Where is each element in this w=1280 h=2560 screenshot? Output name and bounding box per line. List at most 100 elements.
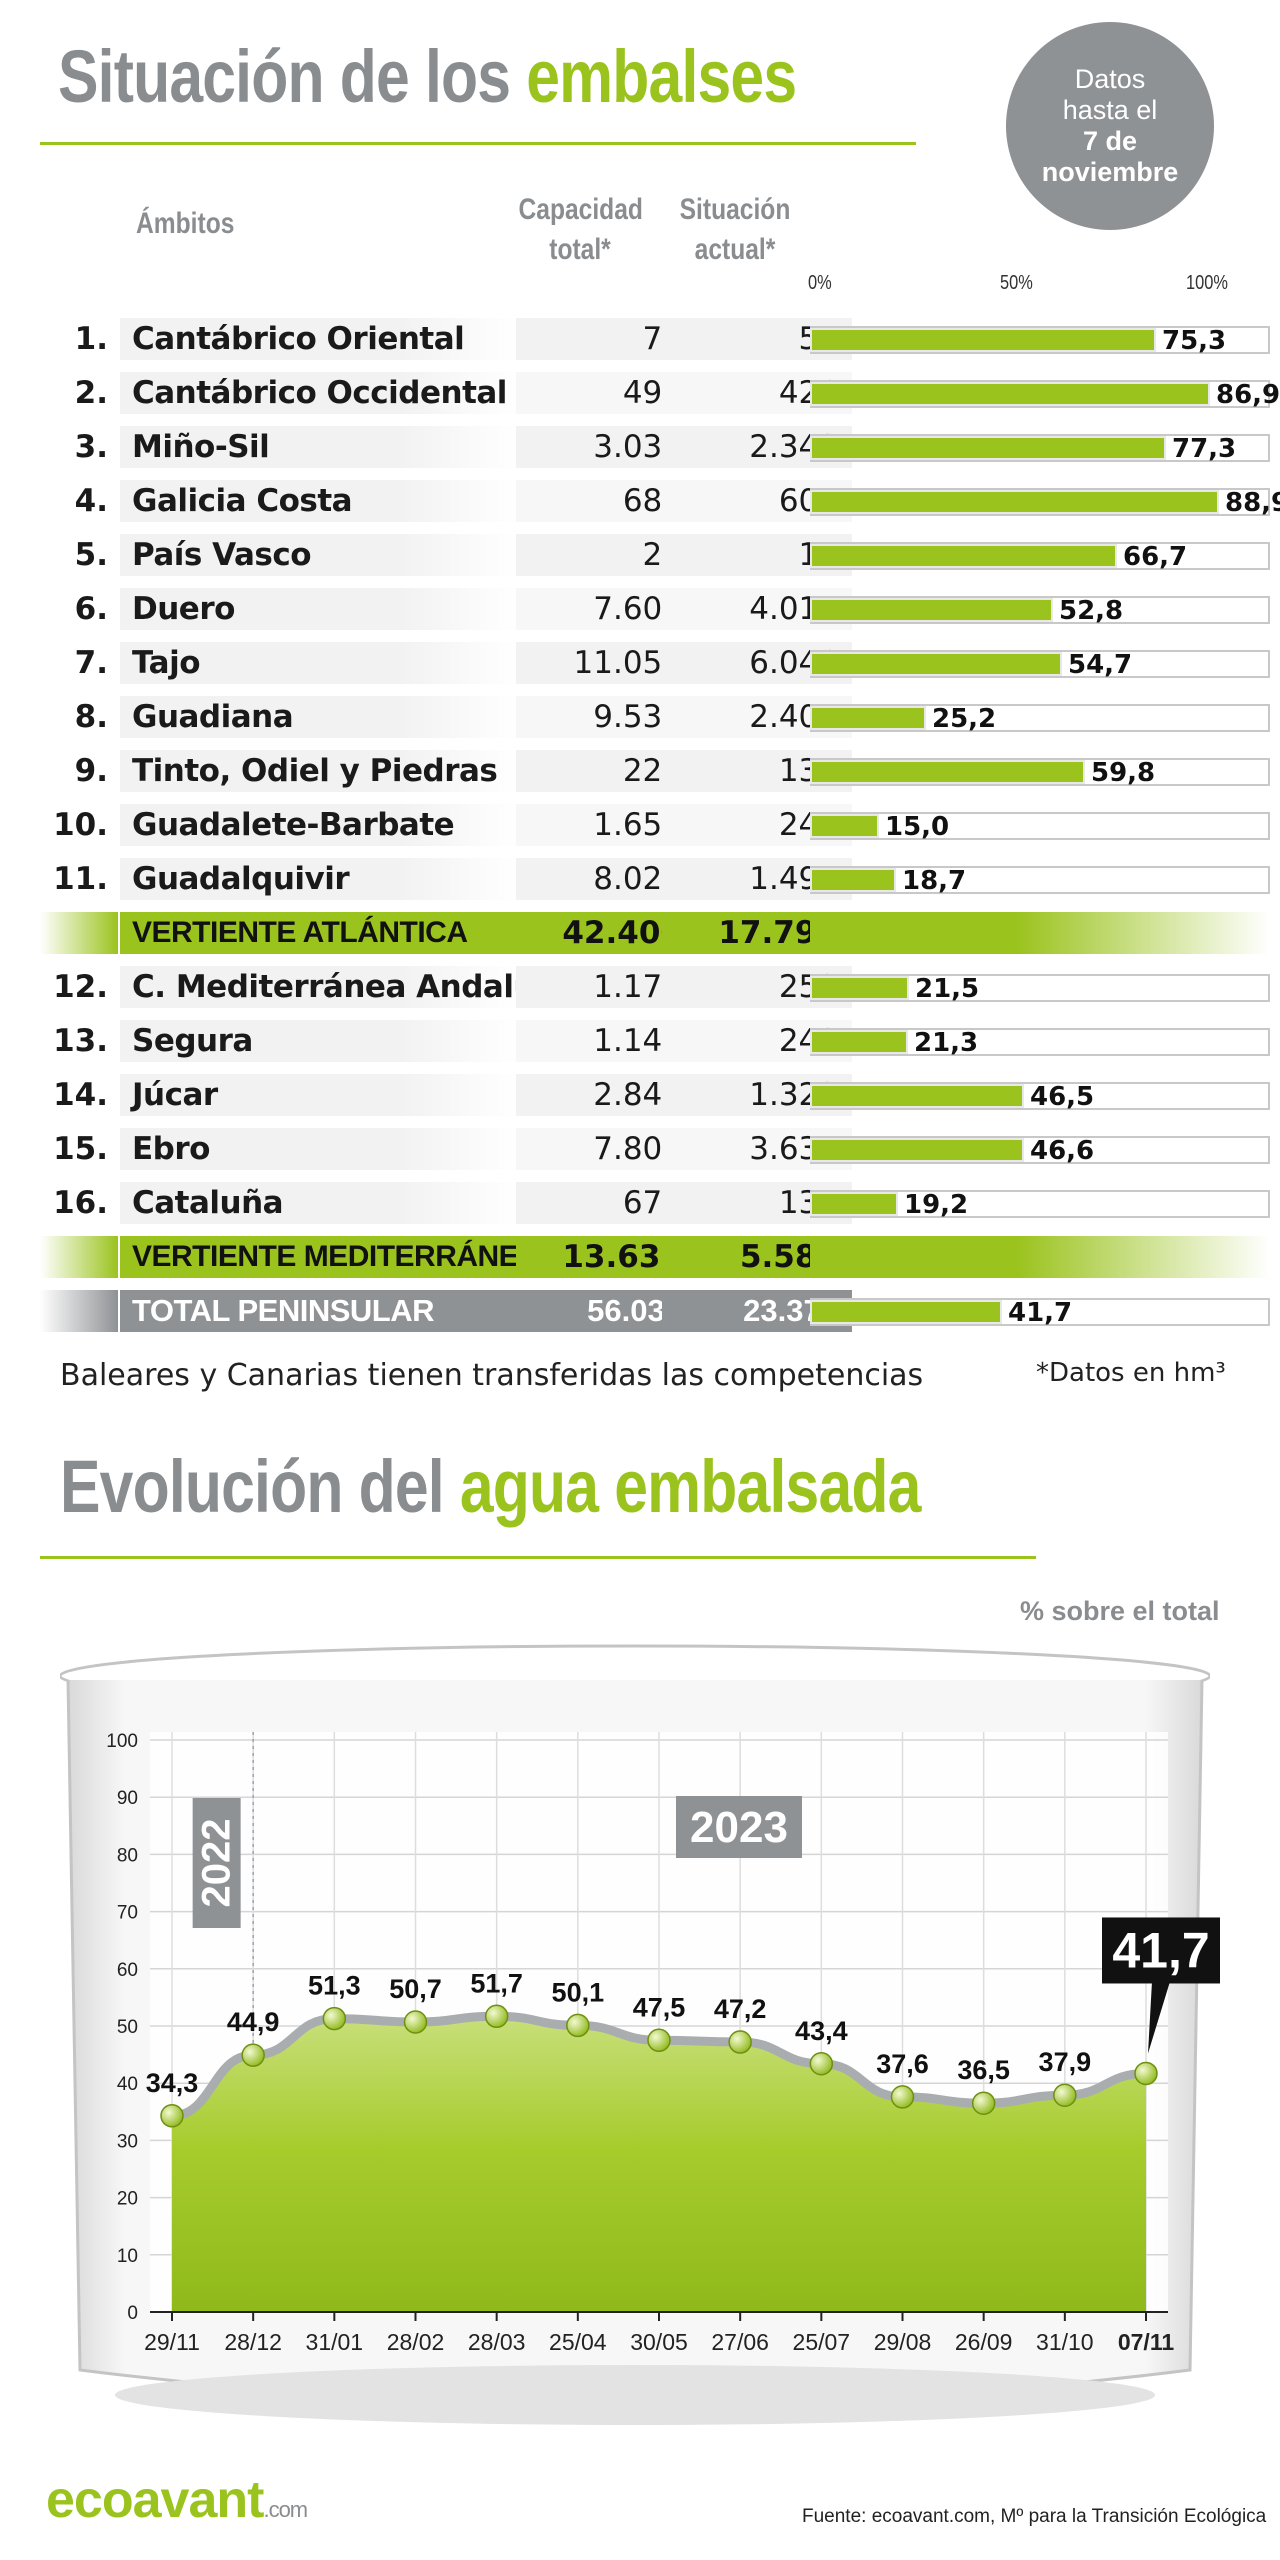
bar-track: 21,3: [810, 1028, 1270, 1058]
bar-value: 46,5: [1030, 1082, 1095, 1112]
row-number: 11.: [53, 861, 108, 897]
col-header-capacidad-line2: total*: [549, 233, 611, 266]
bar-value: 46,6: [1030, 1136, 1095, 1166]
table-row: 11. Guadalquivir 8.028 1.499 18,7: [40, 854, 1270, 904]
row-number: 3.: [74, 429, 108, 465]
row-name: Guadalquivir: [120, 858, 520, 900]
row-name: Galicia Costa: [120, 480, 520, 522]
table-row: 10. Guadalete-Barbate 1.651 248 15,0: [40, 800, 1270, 850]
title-part-2: embalses: [526, 35, 797, 118]
bar-track: 52,8: [810, 596, 1270, 626]
chart-unit-label: % sobre el total: [1020, 1596, 1220, 1626]
row-number: 12.: [53, 969, 108, 1005]
bar-fill: [810, 382, 1210, 406]
table-row: 1.Cantábrico Oriental7355 75,3: [40, 314, 1270, 364]
badge-line-2: hasta el: [1062, 95, 1158, 125]
bar-fill: [810, 1192, 898, 1216]
row-name: TOTAL PENINSULAR: [120, 1290, 520, 1332]
bar-fill: [810, 1300, 1002, 1324]
row-number: 5.: [74, 537, 108, 573]
table-row: 16. Cataluña 677 130 19,2: [40, 1178, 1270, 1228]
row-name: Ebro: [120, 1128, 520, 1170]
bar-track: 25,2: [810, 704, 1270, 734]
bar-track: 75,3: [810, 326, 1270, 356]
bar-fill: [810, 544, 1117, 568]
logo-text: ecoavant: [46, 2471, 264, 2529]
table-row: 2. Cantábrico Occidental 490 426 86,9: [40, 368, 1280, 418]
bar-value: 75,3: [1162, 326, 1227, 356]
bar-track: 86,9: [810, 380, 1280, 410]
bar-value: 21,3: [914, 1028, 979, 1058]
row-name: VERTIENTE ATLÁNTICA: [120, 912, 520, 954]
title-part-1: Situación de los: [58, 35, 527, 118]
col-header-situacion: Situación actual*: [674, 190, 797, 270]
bar-fill: [810, 490, 1219, 514]
bar-fill: [810, 760, 1085, 784]
row-band: [810, 912, 1270, 954]
col-header-capacidad-line1: Capacidad: [518, 193, 643, 226]
row-name: Duero: [120, 588, 520, 630]
bar-fill: [810, 436, 1166, 460]
row-name: Tajo: [120, 642, 520, 684]
bar-fill: [810, 652, 1062, 676]
bar-value: 15,0: [885, 812, 950, 842]
row-name: Cantábrico Occidental: [120, 372, 520, 414]
bar-fill: [810, 814, 879, 838]
bar-value: 19,2: [904, 1190, 969, 1220]
table-row: 7. Tajo 11.056 6.046 54,7: [40, 638, 1270, 688]
bar-track: 54,7: [810, 650, 1270, 680]
bar-track: 21,5: [810, 974, 1270, 1004]
table-row: 9. Tinto, Odiel y Piedras 229 137 59,8: [40, 746, 1270, 796]
scale-label-0: 0%: [808, 272, 832, 294]
table-row: 8. Guadiana 9.538 2.407 25,2: [40, 692, 1270, 742]
bar-value: 59,8: [1091, 758, 1156, 788]
bar-track: 66,7: [810, 542, 1270, 572]
evolution-title-part-2: agua embalsada: [459, 1445, 922, 1528]
bar-track: 19,2: [810, 1190, 1270, 1220]
title-underline: [40, 142, 916, 145]
row-number: 2.: [74, 375, 108, 411]
footnote-units: *Datos en hm³: [1036, 1358, 1226, 1388]
table-row: 13. Segura 1.140 243 21,3: [40, 1016, 1270, 1066]
bar-track: 15,0: [810, 812, 1270, 842]
bar-value: 86,9: [1216, 380, 1280, 410]
col-header-ambitos: Ámbitos: [136, 207, 235, 240]
row-name: Segura: [120, 1020, 520, 1062]
bar-track: 59,8: [810, 758, 1270, 788]
bar-fill: [810, 1084, 1024, 1108]
table-row: 15. Ebro 7.802 3.638 46,6: [40, 1124, 1270, 1174]
row-name: C. Mediterránea Andaluza: [120, 966, 573, 1008]
row-lead-band: [40, 912, 118, 954]
row-number: 15.: [53, 1131, 108, 1167]
scale-label-50: 50%: [1000, 272, 1033, 294]
row-name: Júcar: [120, 1074, 520, 1116]
bar-fill: [810, 976, 909, 1000]
row-name: VERTIENTE MEDITERRÁNEA: [120, 1236, 540, 1278]
logo-domain: .com: [263, 2497, 308, 2522]
subtotal-row: VERTIENTE ATLÁNTICA 42.400 17.794: [40, 908, 1270, 958]
bar-value: 66,7: [1123, 542, 1188, 572]
bar-fill: [810, 868, 896, 892]
row-number: 8.: [74, 699, 108, 735]
row-number: 6.: [74, 591, 108, 627]
bar-track: 41,7: [810, 1298, 1270, 1328]
bar-track: 46,5: [810, 1082, 1270, 1112]
bar-value: 25,2: [932, 704, 997, 734]
bar-fill: [810, 1138, 1024, 1162]
glass-body: [66, 1679, 1204, 2407]
col-header-situacion-line2: actual*: [694, 233, 776, 266]
bar-track: 18,7: [810, 866, 1270, 896]
row-number: 14.: [53, 1077, 108, 1113]
scale-label-100: 100%: [1186, 272, 1228, 294]
row-lead-band: [40, 1290, 118, 1332]
footnote-competencias: Baleares y Canarias tienen transferidas …: [60, 1358, 924, 1393]
row-number: 7.: [74, 645, 108, 681]
ecoavant-logo: ecoavant.com: [46, 2470, 308, 2530]
subtotal-row: VERTIENTE MEDITERRÁNEA 13.639 5.585: [40, 1232, 1270, 1282]
row-number: 4.: [74, 483, 108, 519]
table-row: 12. C. Mediterránea Andaluza 1.174 252 21,5: [40, 962, 1270, 1012]
bar-value: 54,7: [1068, 650, 1133, 680]
bar-value: 21,5: [915, 974, 980, 1004]
glass-container: [60, 1644, 1210, 2425]
